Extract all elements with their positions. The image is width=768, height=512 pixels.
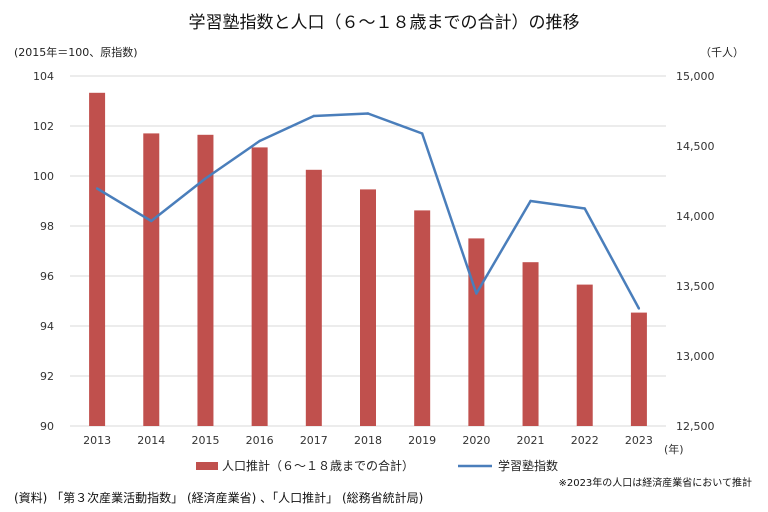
bar: [305, 169, 322, 427]
right-axis-label: （千人）: [700, 46, 744, 59]
right-axis-ticks: 12,500 13,000 13,500 14,000 14,500 15,000: [676, 70, 715, 433]
line-point: [366, 112, 370, 115]
right-tick-label: 13,000: [676, 350, 715, 363]
line-point: [529, 199, 532, 203]
x-tick-label: 2018: [354, 434, 382, 447]
x-tick-label: 2023: [625, 434, 653, 447]
line-point: [312, 114, 316, 118]
right-tick-label: 12,500: [676, 420, 715, 433]
bar: [522, 262, 539, 426]
bar: [576, 284, 593, 426]
bar: [630, 312, 647, 426]
line-point: [637, 307, 641, 310]
right-tick-label: 15,000: [676, 70, 715, 83]
line-point: [475, 292, 478, 295]
x-tick-label: 2015: [191, 434, 219, 447]
left-tick-label: 96: [40, 270, 54, 283]
left-tick-label: 100: [33, 170, 54, 183]
left-tick-label: 98: [40, 220, 54, 233]
left-tick-label: 92: [40, 370, 54, 383]
bar: [360, 189, 376, 426]
x-tick-label: 2022: [571, 434, 599, 447]
x-tick-label: 2020: [462, 434, 490, 447]
line-point: [204, 177, 207, 180]
left-tick-label: 102: [33, 120, 54, 133]
left-tick-label: 104: [33, 70, 54, 83]
bar: [414, 210, 431, 426]
bar: [89, 92, 106, 427]
left-axis-label: (2015年＝100、原指数): [14, 45, 138, 59]
line-series: [95, 112, 641, 310]
chart-title: 学習塾指数と人口（６～１８歳までの合計）の推移: [189, 12, 580, 33]
x-axis-ticks: 2013 2014 2015 2016 2017 2018 2019 2020 2021 2022…: [83, 434, 653, 447]
right-tick-label: 13,500: [676, 280, 715, 293]
line-point: [420, 132, 424, 135]
line-point: [95, 187, 99, 190]
bar: [197, 134, 214, 427]
x-tick-label: 2016: [246, 434, 274, 447]
left-tick-label: 90: [40, 420, 54, 433]
legend-bar-swatch: [196, 462, 218, 470]
right-tick-label: 14,000: [676, 210, 715, 223]
left-tick-label: 94: [40, 320, 54, 333]
x-tick-label: 2019: [408, 434, 436, 447]
legend-line-label: 学習塾指数: [498, 458, 558, 473]
line-point: [150, 219, 153, 223]
bar: [468, 238, 485, 426]
x-tick-label: 2013: [83, 434, 111, 447]
bar: [251, 147, 268, 426]
legend-bar-label: 人口推計（６～１８歳までの合計）: [222, 458, 414, 473]
x-tick-label: 2014: [137, 434, 165, 447]
line-point: [583, 207, 586, 210]
chart-note: ※2023年の人口は経済産業省において推計: [558, 476, 752, 489]
chart-source: (資料) 「第３次産業活動指数」 (経済産業省) 、「人口推計」 (総務省統計局…: [14, 490, 423, 505]
line-point: [258, 139, 261, 143]
bar: [143, 133, 160, 426]
x-unit-label: (年): [664, 442, 684, 456]
x-tick-label: 2017: [300, 434, 328, 447]
x-tick-label: 2021: [517, 434, 545, 447]
bar-series: [89, 92, 647, 427]
left-axis-ticks: 90 92 94 96 98 100 102 104: [33, 70, 54, 433]
right-tick-label: 14,500: [676, 140, 715, 153]
